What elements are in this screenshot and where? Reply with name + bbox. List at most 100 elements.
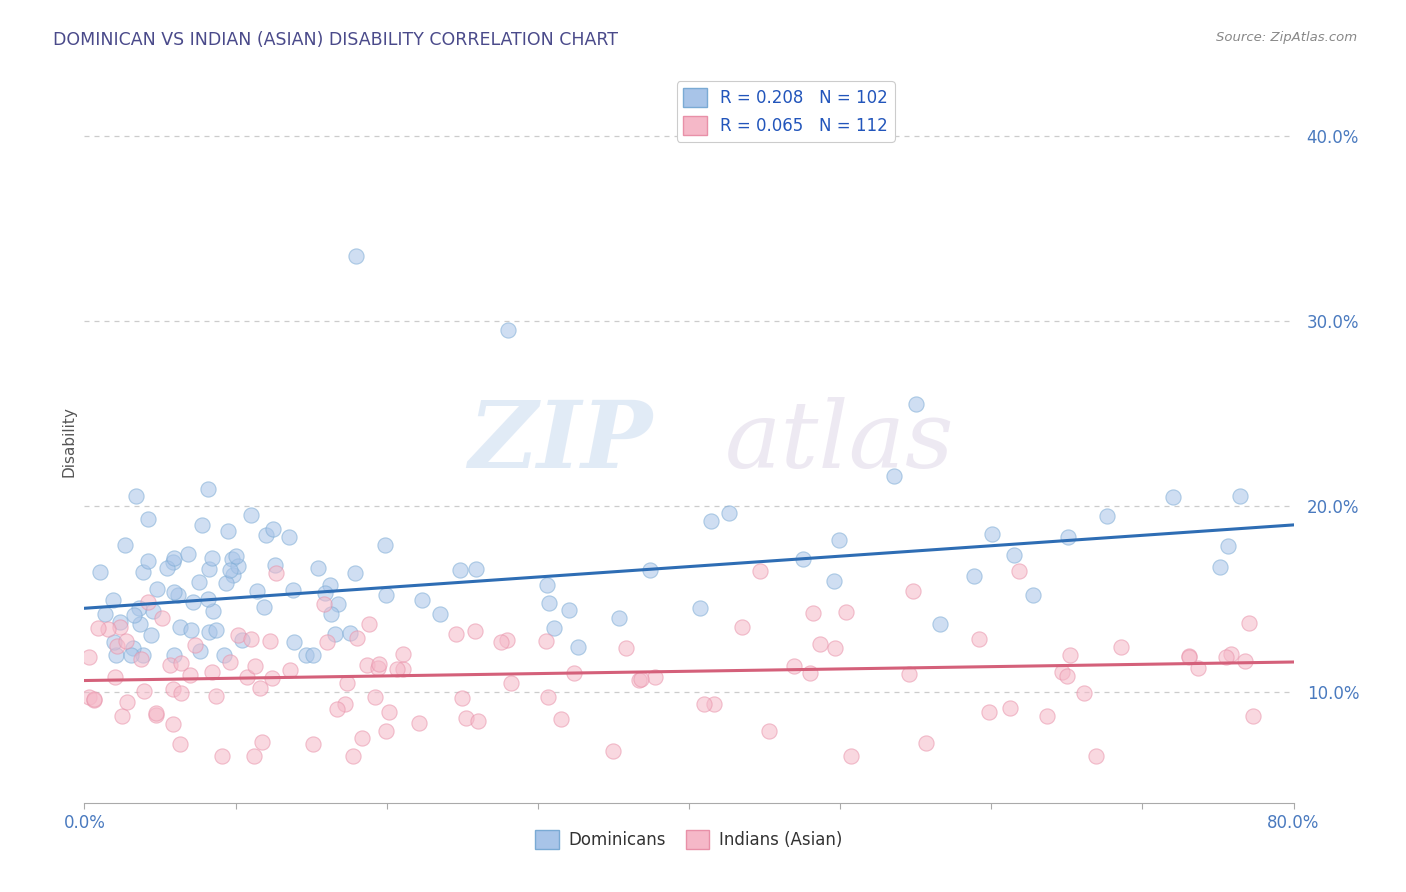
Point (111, 709, 134, 723)
Point (801, 606, 824, 620)
Point (263, 558, 285, 572)
Point (197, 591, 219, 606)
Point (115, 695, 138, 709)
Point (132, 648, 155, 662)
Point (339, 626, 361, 640)
Point (136, 512, 159, 526)
Point (156, 561, 179, 575)
Point (1035, 709, 1057, 723)
Point (915, 736, 938, 750)
Point (101, 593, 124, 607)
Point (183, 638, 205, 652)
Point (162, 555, 184, 569)
Point (537, 690, 560, 705)
Point (262, 522, 284, 536)
Point (225, 549, 247, 563)
Legend: Dominicans, Indians (Asian): Dominicans, Indians (Asian) (529, 823, 849, 856)
Point (835, 606, 858, 620)
Point (446, 626, 468, 640)
Point (374, 588, 396, 602)
Point (364, 690, 387, 704)
Point (97, 623, 120, 637)
Point (703, 698, 725, 712)
Point (128, 600, 150, 615)
Point (217, 524, 239, 538)
Point (204, 689, 226, 703)
Point (1187, 661, 1209, 675)
Point (204, 623, 226, 637)
Point (77, 650, 100, 665)
Point (963, 569, 986, 583)
Point (249, 681, 271, 696)
Point (392, 648, 415, 662)
Point (1209, 560, 1232, 574)
Text: atlas: atlas (725, 397, 955, 486)
Point (901, 583, 924, 598)
Point (159, 657, 181, 672)
Point (343, 566, 366, 580)
Point (125, 489, 148, 503)
Point (883, 469, 905, 483)
Point (550, 712, 572, 726)
Point (967, 632, 990, 647)
Point (799, 666, 821, 681)
Point (89, 565, 111, 579)
Point (312, 597, 335, 611)
Point (558, 603, 581, 617)
Point (124, 608, 146, 623)
Point (1220, 647, 1243, 661)
Point (1177, 650, 1199, 665)
Point (128, 617, 150, 632)
Point (226, 628, 249, 642)
Point (283, 583, 305, 598)
Point (307, 561, 329, 575)
Point (104, 670, 127, 684)
Point (454, 711, 477, 725)
Point (264, 566, 287, 580)
Point (215, 575, 238, 590)
Point (278, 663, 301, 677)
Point (197, 482, 219, 496)
Point (198, 624, 221, 639)
Point (302, 737, 325, 751)
Point (356, 657, 378, 672)
Point (114, 633, 136, 648)
Point (226, 559, 249, 574)
Text: Source: ZipAtlas.com: Source: ZipAtlas.com (1216, 31, 1357, 45)
Point (1177, 649, 1199, 664)
Point (357, 617, 380, 632)
Point (718, 506, 741, 520)
Point (83, 693, 105, 707)
Point (254, 528, 277, 542)
Point (105, 648, 128, 662)
Point (136, 554, 159, 568)
Point (336, 675, 359, 690)
Point (239, 632, 262, 646)
Point (294, 648, 316, 662)
Point (326, 701, 349, 715)
Point (644, 670, 666, 684)
Point (1161, 490, 1184, 504)
Point (792, 552, 814, 566)
Point (222, 568, 245, 582)
Point (689, 601, 711, 615)
Point (319, 607, 342, 621)
Point (94, 607, 117, 621)
Point (235, 670, 257, 684)
Point (183, 595, 205, 609)
Point (1241, 709, 1264, 723)
Point (201, 665, 224, 679)
Point (191, 518, 214, 533)
Point (491, 635, 513, 649)
Point (198, 562, 221, 576)
Point (315, 635, 337, 649)
Point (449, 563, 471, 577)
Point (105, 639, 128, 653)
Point (262, 671, 284, 685)
Point (86, 621, 108, 635)
Point (302, 648, 325, 662)
Point (243, 659, 266, 673)
Point (346, 631, 368, 645)
Point (219, 655, 242, 669)
Point (188, 644, 211, 658)
